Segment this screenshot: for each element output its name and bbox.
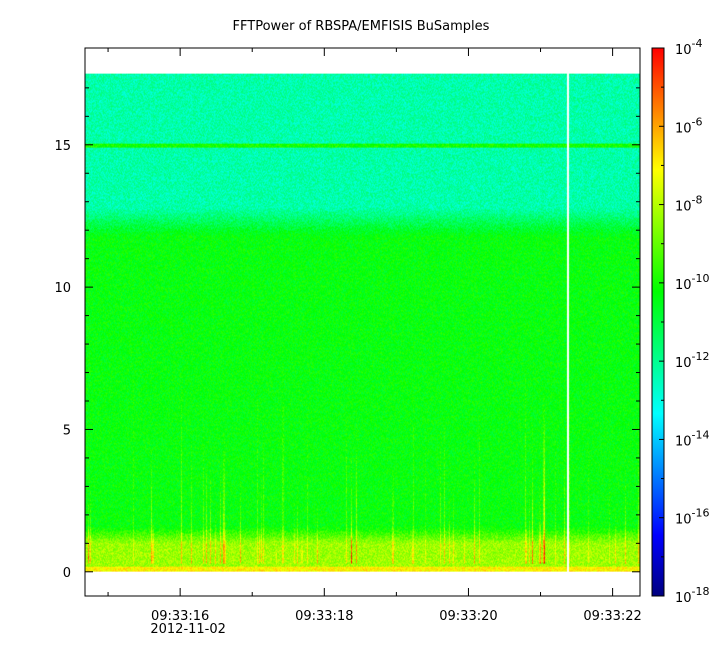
- colorbar-tick-label: 10-18: [675, 585, 710, 606]
- colorbar-tick-label: 10-16: [675, 507, 710, 528]
- x-tick-date-label: 2012-11-02: [150, 622, 226, 637]
- colorbar-tick-label: 10-4: [675, 37, 703, 58]
- x-tick-label: 09:33:20: [439, 609, 497, 624]
- y-tick-label: 15: [54, 139, 71, 154]
- y-tick-label: 0: [63, 566, 71, 581]
- colorbar-tick-label: 10-6: [675, 115, 703, 136]
- x-tick-label: 09:33:22: [583, 609, 641, 624]
- spectrogram-image: [85, 73, 640, 572]
- colorbar-tick-label: 10-8: [675, 194, 703, 215]
- y-tick-label: 5: [63, 423, 71, 438]
- y-tick-label: 10: [54, 281, 71, 296]
- chart-title: FFTPower of RBSPA/EMFISIS BuSamples: [233, 19, 490, 34]
- colorbar-tick-label: 10-10: [675, 272, 710, 293]
- colorbar-tick-label: 10-12: [675, 350, 710, 371]
- x-tick-label: 09:33:16: [151, 609, 209, 624]
- x-tick-label: 09:33:18: [295, 609, 353, 624]
- colorbar-tick-label: 10-14: [675, 428, 710, 449]
- plot-frame: [84, 47, 641, 597]
